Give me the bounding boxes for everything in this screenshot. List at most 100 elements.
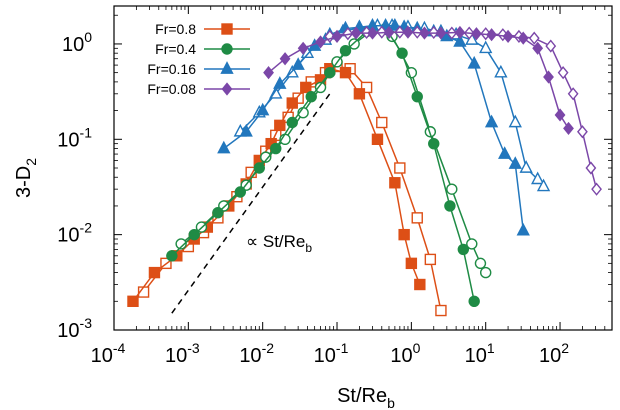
legend-marker <box>221 82 233 96</box>
data-point <box>585 161 597 175</box>
data-point <box>263 66 274 80</box>
data-point <box>389 177 401 189</box>
x-tick-label: 10-3 <box>165 340 200 367</box>
data-point <box>342 27 354 41</box>
data-point <box>567 87 579 101</box>
data-point <box>148 266 161 279</box>
data-point <box>508 114 522 128</box>
data-point <box>554 108 566 122</box>
data-point <box>435 304 447 317</box>
data-point <box>577 125 588 139</box>
legend-label: Fr=0.16 <box>147 61 196 77</box>
legend-label: Fr=0.4 <box>155 41 196 57</box>
series-line-open <box>329 31 598 190</box>
data-point <box>563 121 574 136</box>
legend-item: Fr=0.08 <box>147 81 250 97</box>
x-tick-label: 102 <box>539 340 569 367</box>
data-point <box>479 40 493 54</box>
legend-item: Fr=0.4 <box>155 41 250 57</box>
data-point <box>212 206 224 219</box>
data-point <box>286 116 298 129</box>
data-point <box>444 200 456 212</box>
data-point <box>486 28 497 42</box>
data-point <box>234 186 247 198</box>
data-point <box>291 57 305 70</box>
data-point <box>217 140 231 154</box>
data-point <box>396 47 408 59</box>
data-point <box>350 26 362 40</box>
data-point <box>300 81 312 94</box>
data-point <box>446 183 458 195</box>
data-point <box>297 41 309 55</box>
data-point <box>508 156 522 169</box>
data-point <box>127 295 139 307</box>
data-point <box>394 162 406 174</box>
data-point <box>239 123 253 137</box>
data-point <box>502 29 514 43</box>
x-tick-label: 10-4 <box>91 340 126 367</box>
legend-label: Fr=0.8 <box>155 21 196 37</box>
data-point <box>411 90 423 103</box>
data-point <box>286 97 298 109</box>
data-point <box>419 26 430 40</box>
data-point <box>388 17 402 31</box>
series-line-filled <box>132 67 421 302</box>
data-point <box>383 25 395 40</box>
data-point <box>424 253 437 266</box>
x-tick-label: 101 <box>465 340 495 367</box>
series-Fr=0.4 <box>166 22 492 307</box>
data-point <box>331 29 343 43</box>
data-point <box>270 142 282 155</box>
data-point <box>457 243 470 256</box>
y-tick-label: 10-3 <box>57 315 92 342</box>
legend-marker <box>221 43 233 55</box>
data-point <box>260 151 272 163</box>
data-point <box>474 257 487 270</box>
data-point <box>175 238 187 250</box>
data-point <box>468 295 480 307</box>
data-point <box>479 266 492 279</box>
data-point <box>274 119 286 132</box>
data-point <box>428 137 440 150</box>
y-tick-label: 100 <box>62 29 92 56</box>
legend: Fr=0.8 Fr=0.4 Fr=0.16 Fr=0.08 <box>122 14 256 102</box>
data-point <box>305 90 317 103</box>
data-point <box>545 39 557 53</box>
data-point <box>466 238 478 250</box>
reference-slope-line <box>171 93 331 314</box>
annotation-label: ∝ St/Reb <box>246 232 312 255</box>
y-axis-label: 3-D2 <box>13 158 39 198</box>
data-point <box>528 31 540 45</box>
data-point <box>557 66 569 80</box>
data-point <box>453 34 467 47</box>
data-point <box>398 228 410 241</box>
x-tick-label: 100 <box>390 340 420 367</box>
series-Fr=0.08 <box>263 25 602 196</box>
data-point <box>531 171 545 185</box>
data-point <box>360 81 373 94</box>
data-point <box>536 178 551 192</box>
x-axis-label: St/Reb <box>337 385 395 410</box>
data-point <box>402 25 414 39</box>
data-point <box>435 26 447 40</box>
data-point <box>253 162 265 174</box>
x-tick-label: 10-2 <box>239 340 274 367</box>
data-point <box>188 228 200 241</box>
series-line-filled <box>223 25 525 231</box>
data-point <box>494 64 508 78</box>
data-point <box>166 250 178 262</box>
data-point <box>367 26 378 40</box>
data-point <box>519 160 533 173</box>
legend-item: Fr=0.16 <box>147 61 250 77</box>
data-point <box>517 31 529 45</box>
data-point <box>405 257 418 270</box>
data-point <box>376 116 388 129</box>
data-point <box>279 52 291 66</box>
data-point <box>339 66 352 79</box>
data-point <box>467 55 481 69</box>
y-tick-label: 10-1 <box>57 124 92 151</box>
y-tick-label: 10-2 <box>57 220 92 247</box>
x-tick-label: 10-1 <box>314 340 349 367</box>
data-point <box>484 114 499 128</box>
